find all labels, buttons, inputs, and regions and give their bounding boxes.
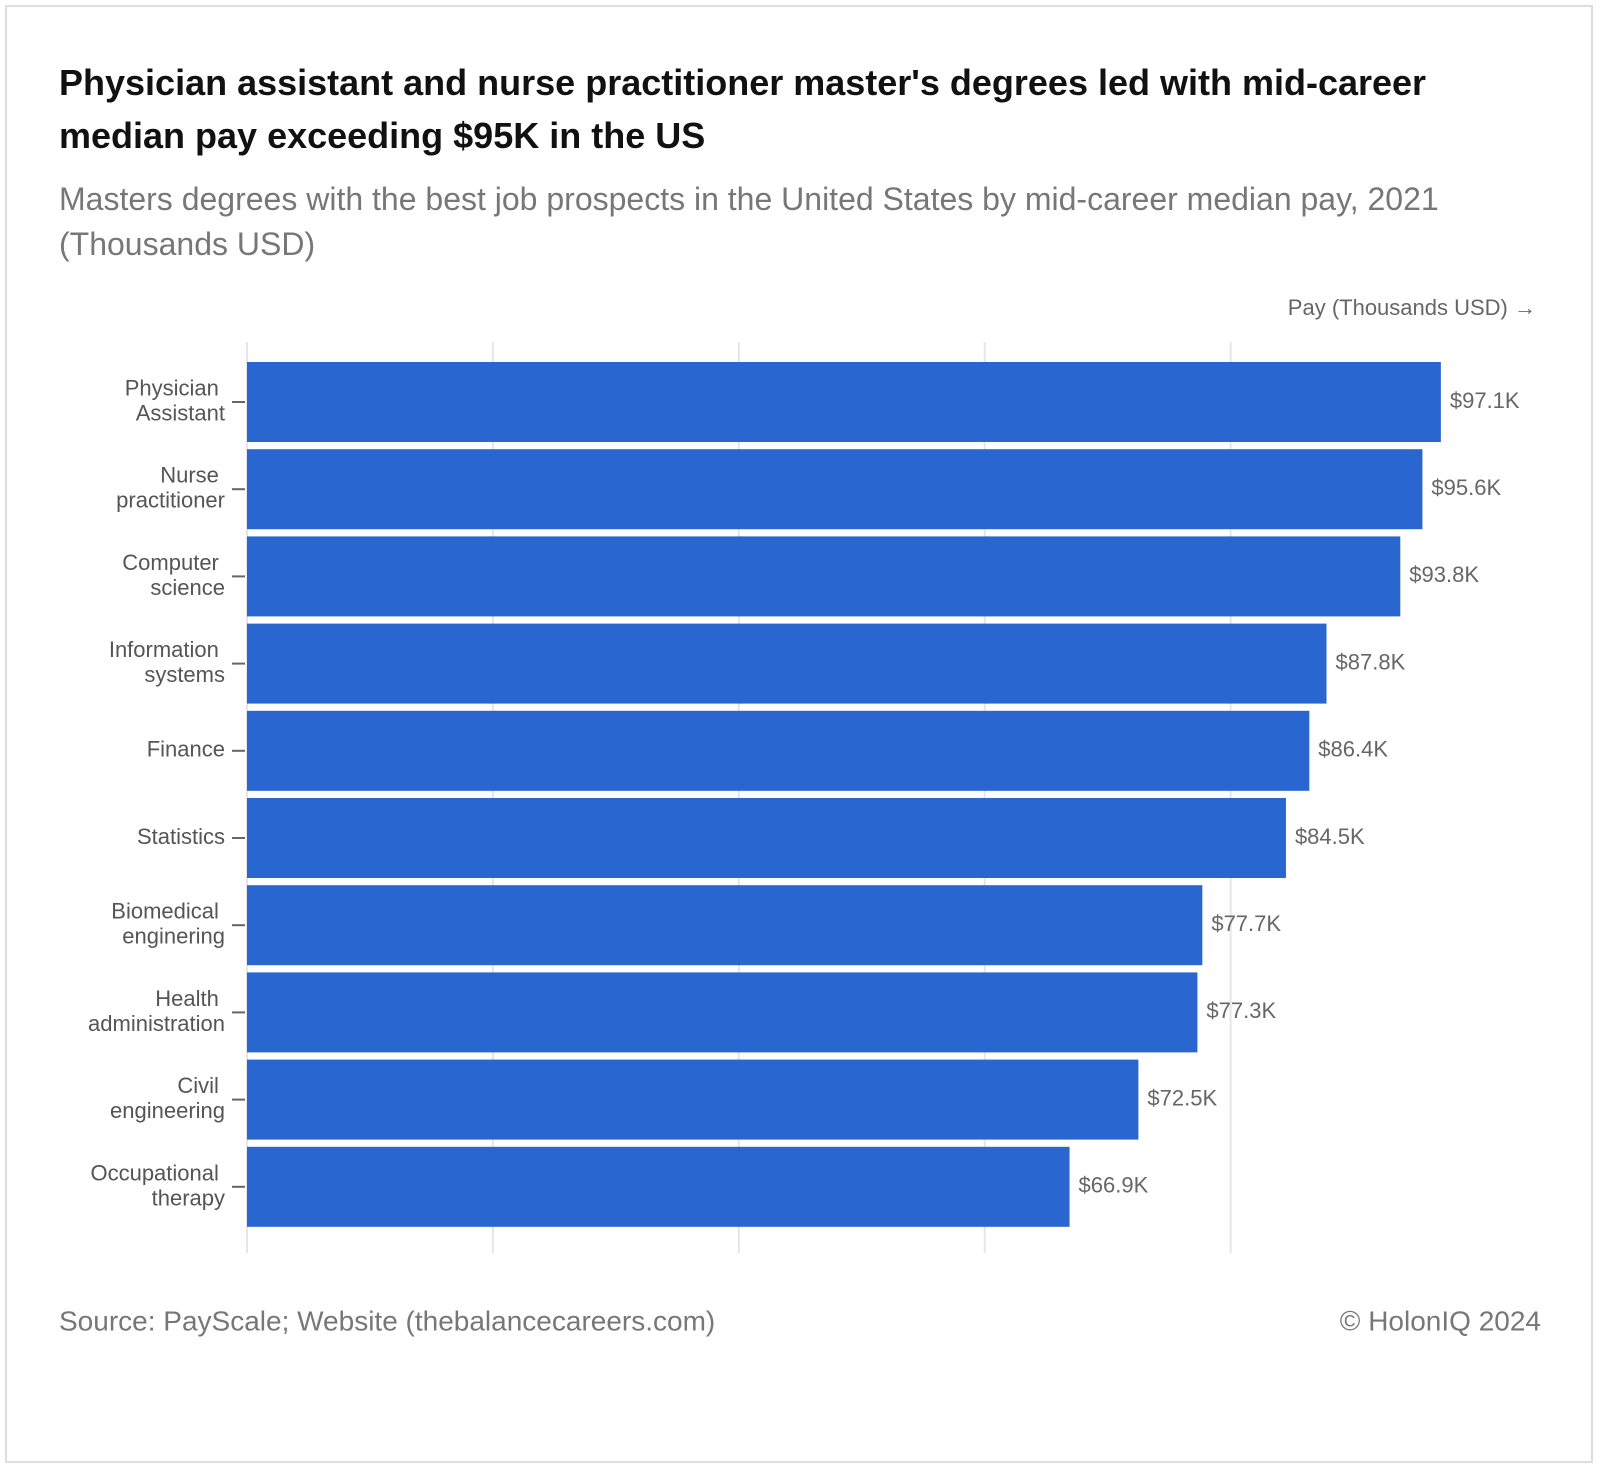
- bar: [247, 449, 1423, 530]
- value-label: $66.9K: [1079, 1173, 1149, 1198]
- y-tick-label: Biomedical enginering: [111, 899, 225, 949]
- y-tick-label: Physician Assistant: [125, 375, 225, 425]
- value-label: $97.1K: [1450, 388, 1520, 413]
- y-tick-label: Information systems: [109, 637, 225, 687]
- y-tick-label: Civil engineering: [110, 1073, 225, 1123]
- chart-subtitle: Masters degrees with the best job prospe…: [59, 181, 1448, 262]
- bar: [247, 362, 1441, 442]
- credit: © HolonIQ 2024: [1340, 1305, 1541, 1336]
- bar: [247, 972, 1198, 1053]
- y-tick-label: Computer science: [122, 550, 225, 600]
- value-label: $84.5K: [1295, 824, 1365, 849]
- value-label: $72.5K: [1147, 1085, 1217, 1110]
- chart-title: Physician assistant and nurse practition…: [59, 62, 1436, 156]
- value-label: $77.3K: [1206, 998, 1276, 1023]
- y-tick-label: Statistics: [137, 824, 225, 849]
- value-label: $87.8K: [1336, 649, 1406, 674]
- bar: [247, 1059, 1139, 1140]
- bar: [247, 885, 1203, 966]
- value-label: $86.4K: [1318, 737, 1388, 762]
- y-tick-label: Finance: [147, 737, 225, 762]
- axis-title: Pay (Thousands USD) →: [1288, 295, 1536, 320]
- bar: [247, 1146, 1070, 1227]
- bar: [247, 623, 1327, 704]
- value-label: $93.8K: [1409, 562, 1479, 587]
- bar: [247, 798, 1286, 878]
- source: Source: PayScale; Website (thebalancecar…: [59, 1305, 715, 1336]
- y-tick-label: Health administration: [88, 986, 225, 1036]
- y-tick-label: Nurse practitioner: [116, 463, 225, 513]
- value-label: $95.6K: [1431, 475, 1501, 500]
- value-label: $77.7K: [1211, 911, 1281, 936]
- bar: [247, 710, 1310, 791]
- y-tick-label: Occupational therapy: [90, 1160, 225, 1210]
- bar: [247, 536, 1401, 617]
